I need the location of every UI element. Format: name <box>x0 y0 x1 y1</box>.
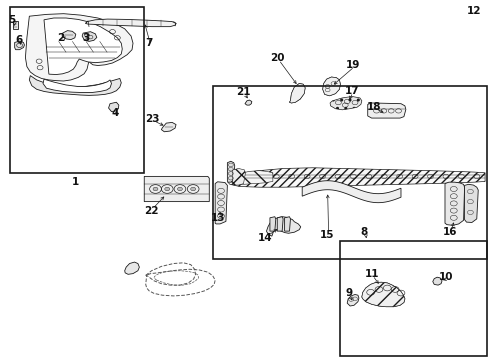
Polygon shape <box>227 168 484 187</box>
Polygon shape <box>289 84 305 103</box>
Text: 19: 19 <box>345 60 360 70</box>
Text: 14: 14 <box>258 233 272 243</box>
Polygon shape <box>44 18 122 75</box>
Polygon shape <box>232 168 245 185</box>
Text: 6: 6 <box>15 35 22 45</box>
Bar <box>339 241 486 356</box>
Text: 16: 16 <box>442 227 456 237</box>
Text: 18: 18 <box>366 102 381 112</box>
Text: 1: 1 <box>72 177 79 187</box>
Polygon shape <box>289 84 305 103</box>
Polygon shape <box>444 182 464 225</box>
Polygon shape <box>29 76 121 95</box>
Text: 9: 9 <box>345 288 351 298</box>
Bar <box>10 7 144 173</box>
Text: 20: 20 <box>269 53 284 63</box>
Polygon shape <box>13 21 18 29</box>
Text: 23: 23 <box>145 114 160 124</box>
Polygon shape <box>322 77 340 96</box>
Polygon shape <box>161 122 176 132</box>
Bar <box>212 86 486 259</box>
Text: 2: 2 <box>58 33 64 43</box>
Polygon shape <box>432 277 441 285</box>
Text: 7: 7 <box>145 38 153 48</box>
Text: 12: 12 <box>466 6 481 16</box>
Polygon shape <box>302 181 400 203</box>
Circle shape <box>177 187 182 191</box>
Polygon shape <box>227 161 234 182</box>
Text: 3: 3 <box>82 33 89 43</box>
Polygon shape <box>361 282 404 307</box>
Circle shape <box>190 187 195 191</box>
Polygon shape <box>215 182 227 224</box>
Polygon shape <box>284 217 290 231</box>
Polygon shape <box>244 100 251 105</box>
Text: 8: 8 <box>360 227 367 237</box>
Polygon shape <box>228 171 272 184</box>
Polygon shape <box>43 79 111 93</box>
Polygon shape <box>329 96 361 110</box>
Text: 17: 17 <box>344 86 359 96</box>
Polygon shape <box>269 217 275 231</box>
Polygon shape <box>322 77 340 96</box>
Polygon shape <box>108 102 119 112</box>
Polygon shape <box>144 176 209 202</box>
Text: 13: 13 <box>210 213 224 223</box>
Polygon shape <box>346 294 358 306</box>
Polygon shape <box>464 184 477 222</box>
Polygon shape <box>15 41 24 50</box>
Polygon shape <box>361 282 404 307</box>
Polygon shape <box>124 262 139 274</box>
Polygon shape <box>85 19 176 27</box>
Text: 10: 10 <box>438 272 452 282</box>
Polygon shape <box>266 217 300 236</box>
Polygon shape <box>62 31 76 40</box>
Polygon shape <box>25 14 133 81</box>
Polygon shape <box>367 103 405 118</box>
Polygon shape <box>277 217 283 231</box>
Text: 5: 5 <box>9 15 16 25</box>
Text: 22: 22 <box>144 206 159 216</box>
Circle shape <box>164 187 169 191</box>
Circle shape <box>153 187 158 191</box>
Text: 15: 15 <box>319 230 333 240</box>
Polygon shape <box>82 32 97 41</box>
Text: 21: 21 <box>235 87 250 97</box>
Text: 4: 4 <box>111 108 119 118</box>
Text: 11: 11 <box>364 269 378 279</box>
